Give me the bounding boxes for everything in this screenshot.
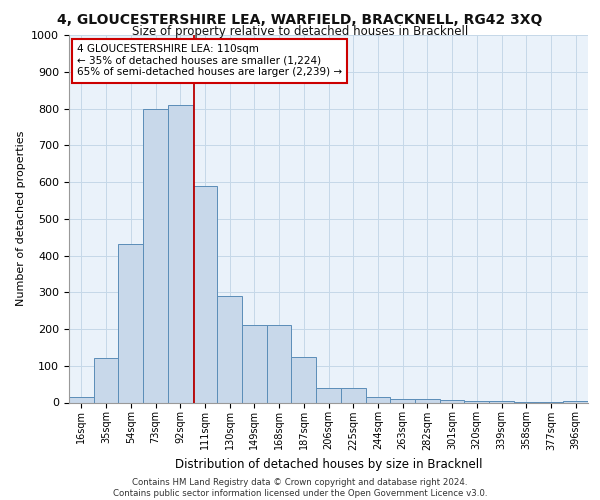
Bar [563, 400, 588, 402]
Bar [267, 326, 292, 402]
Bar [193, 186, 217, 402]
Bar [292, 356, 316, 403]
Bar [415, 399, 440, 402]
Bar [242, 326, 267, 402]
Bar [365, 397, 390, 402]
Bar [464, 400, 489, 402]
Bar [341, 388, 365, 402]
Bar [118, 244, 143, 402]
Bar [440, 400, 464, 402]
Bar [316, 388, 341, 402]
Bar [69, 397, 94, 402]
Bar [217, 296, 242, 403]
Bar [168, 105, 193, 403]
Bar [390, 399, 415, 402]
Bar [94, 358, 118, 403]
Text: 4 GLOUCESTERSHIRE LEA: 110sqm
← 35% of detached houses are smaller (1,224)
65% o: 4 GLOUCESTERSHIRE LEA: 110sqm ← 35% of d… [77, 44, 342, 78]
Text: Contains HM Land Registry data © Crown copyright and database right 2024.
Contai: Contains HM Land Registry data © Crown c… [113, 478, 487, 498]
Bar [143, 108, 168, 403]
Text: Size of property relative to detached houses in Bracknell: Size of property relative to detached ho… [132, 25, 468, 38]
Y-axis label: Number of detached properties: Number of detached properties [16, 131, 26, 306]
Text: 4, GLOUCESTERSHIRE LEA, WARFIELD, BRACKNELL, RG42 3XQ: 4, GLOUCESTERSHIRE LEA, WARFIELD, BRACKN… [58, 12, 542, 26]
X-axis label: Distribution of detached houses by size in Bracknell: Distribution of detached houses by size … [175, 458, 482, 471]
